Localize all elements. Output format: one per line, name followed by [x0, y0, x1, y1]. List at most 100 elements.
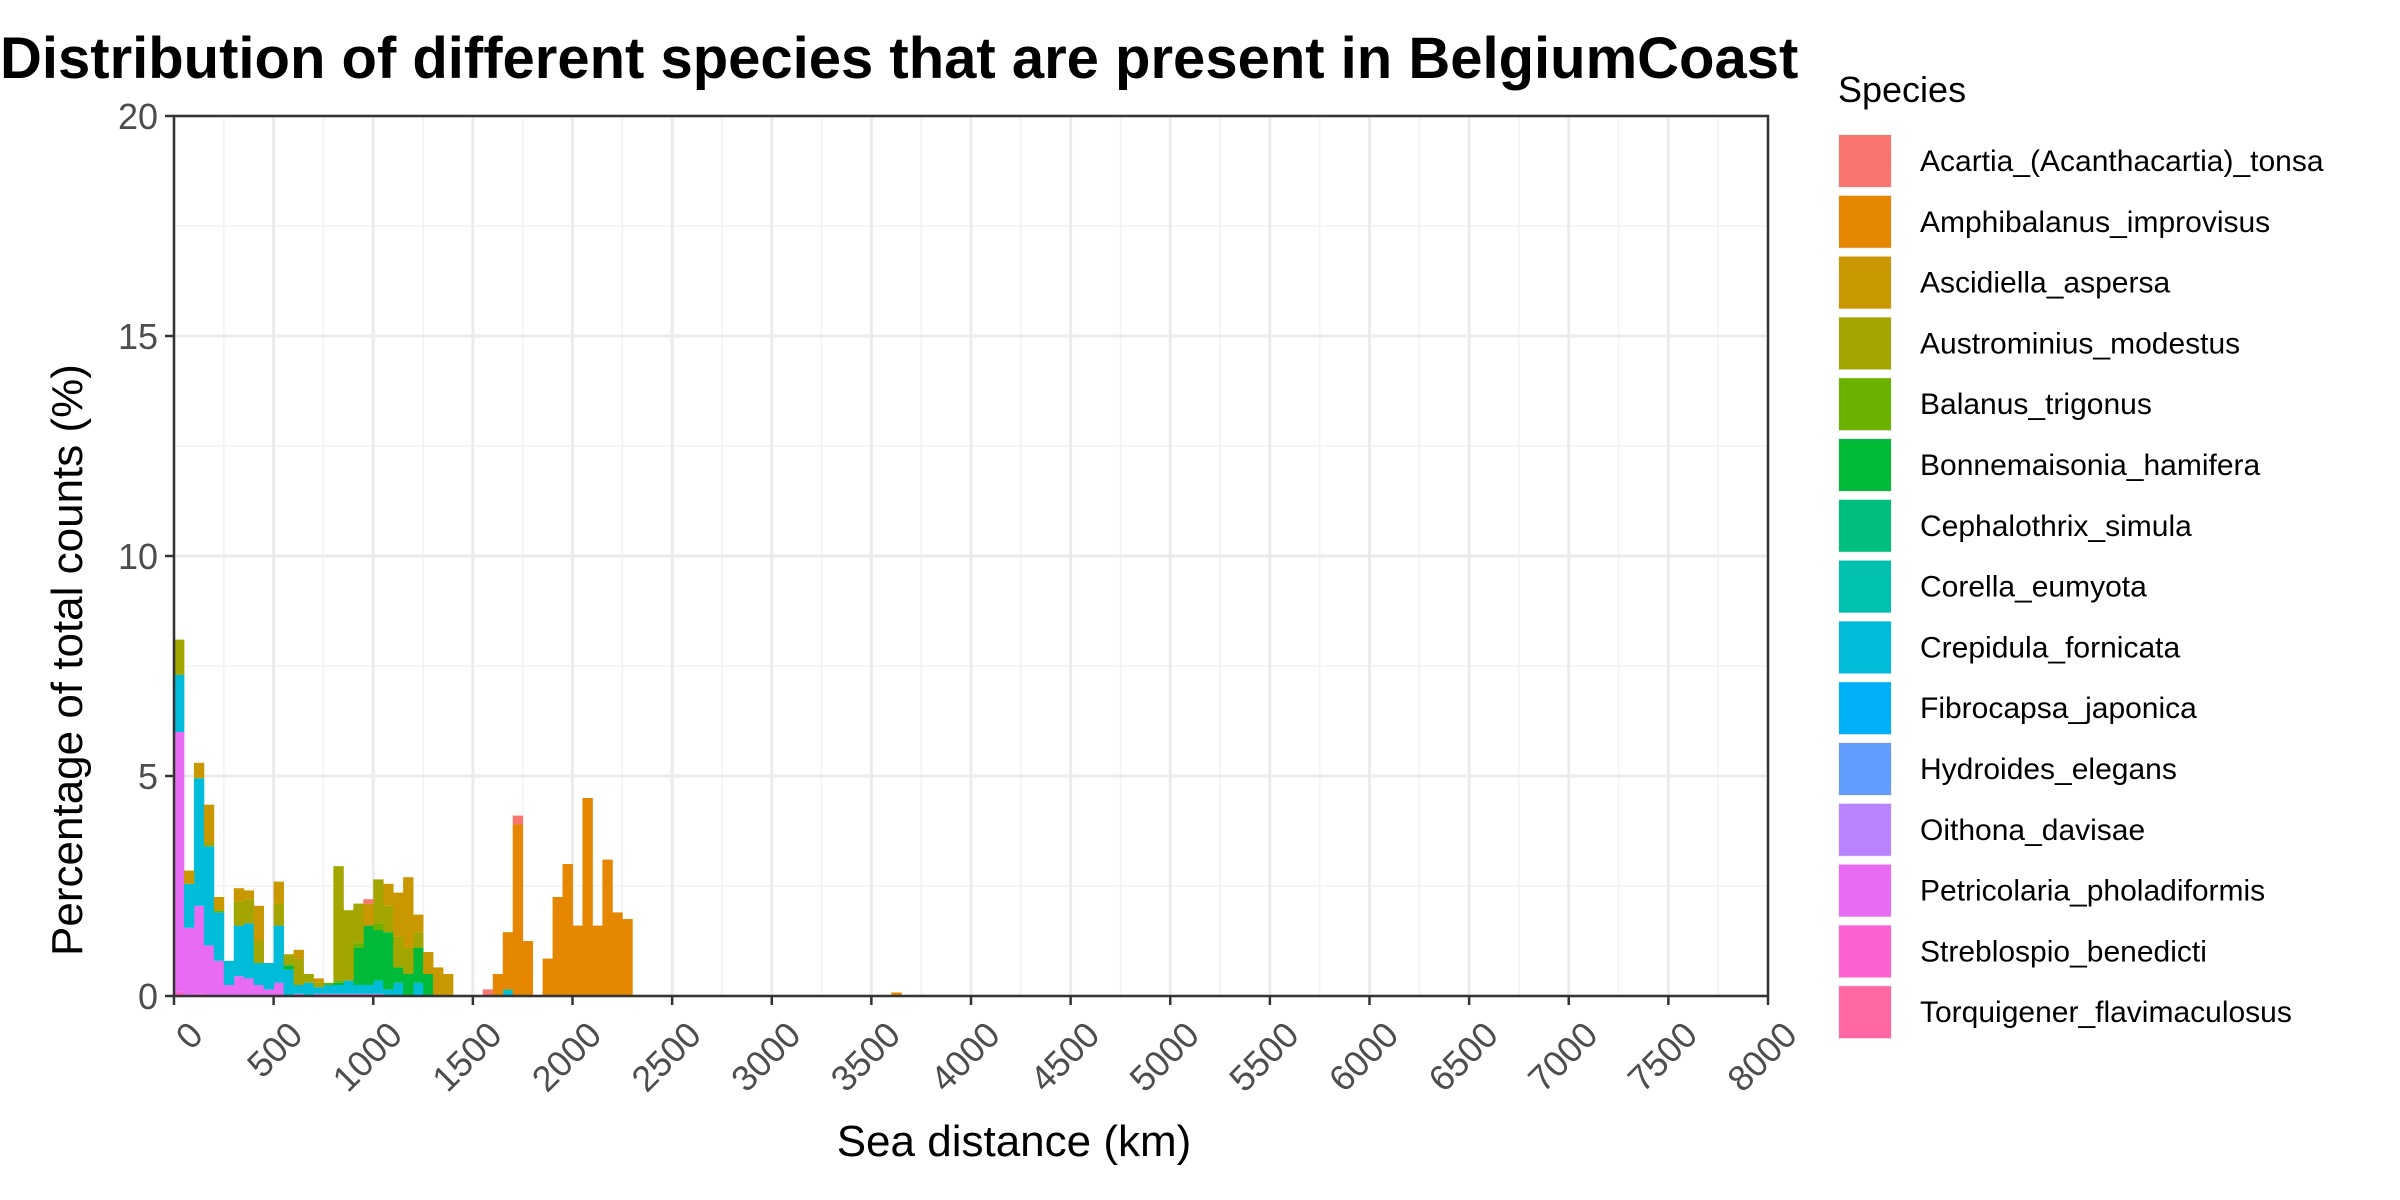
legend-swatch	[1839, 621, 1891, 674]
bar-segment	[253, 905, 265, 941]
legend-item: Austrominius_modestus	[1838, 316, 2240, 371]
bar-segment	[253, 963, 265, 985]
legend-swatch	[1839, 256, 1891, 309]
legend-label: Torquigener_flavimaculosus	[1920, 996, 2292, 1029]
bar-segment	[273, 982, 284, 996]
x-tick-label: 6000	[1321, 1014, 1407, 1100]
x-axis-title: Sea distance (km)	[837, 1117, 1192, 1166]
legend-label: Austrominius_modestus	[1920, 327, 2240, 360]
bar-segment	[363, 985, 374, 994]
bar-segment	[183, 927, 195, 996]
bar-segment	[243, 890, 255, 900]
bar-segment	[243, 899, 255, 924]
bar-segment	[403, 974, 414, 996]
legend-swatch	[1839, 864, 1891, 917]
bar-segment	[293, 949, 304, 959]
bar-segment	[433, 967, 444, 996]
legend-swatch	[1839, 803, 1891, 856]
legend-item: Petricolaria_pholadiformis	[1838, 863, 2265, 918]
x-tick-label: 5000	[1121, 1014, 1207, 1100]
legend-label: Bonnemaisonia_hamifera	[1920, 449, 2261, 482]
bar-segment	[323, 985, 334, 994]
bar-segment	[203, 846, 215, 946]
bar-segment	[253, 941, 265, 963]
legend-label: Cephalothrix_simula	[1920, 510, 2192, 543]
legend-title: Species	[1838, 69, 1966, 110]
bar-segment	[423, 952, 434, 974]
legend-swatch	[1839, 317, 1891, 370]
bar-segment	[233, 976, 245, 996]
bar-segment	[174, 732, 185, 992]
bar-segment	[193, 762, 205, 779]
bar-segment	[442, 974, 454, 996]
x-tick-label: 8000	[1719, 1014, 1805, 1100]
legend-item: Amphibalanus_improvisus	[1838, 194, 2270, 249]
bar-segment	[413, 947, 424, 983]
bar-segment	[263, 963, 275, 990]
bar-segment	[273, 881, 284, 904]
bar-segment	[572, 925, 583, 996]
legend-swatch	[1839, 560, 1891, 613]
bar-segment	[353, 947, 364, 985]
bar-segment	[193, 778, 205, 906]
bar-segment	[223, 985, 235, 996]
bar-segment	[602, 859, 613, 996]
bar-segment	[622, 919, 633, 996]
legend-swatch	[1839, 986, 1891, 1039]
bar-segment	[373, 923, 384, 930]
legend-label: Corella_eumyota	[1920, 571, 2147, 604]
bar-segment	[243, 978, 255, 996]
bar-segment	[492, 974, 504, 996]
bar-segment	[174, 674, 185, 732]
legend-label: Balanus_trigonus	[1920, 388, 2152, 421]
bar-segment	[502, 991, 514, 996]
bar-segment	[213, 910, 225, 913]
bar-segment	[393, 982, 404, 996]
bar-segment	[363, 903, 374, 926]
y-tick-label: 20	[118, 96, 158, 137]
bar-segment	[213, 897, 225, 911]
bar-segment	[393, 967, 404, 983]
bar-segment	[313, 978, 324, 983]
bar-segment	[203, 945, 215, 996]
legend-swatch	[1839, 378, 1891, 431]
bar-segment	[612, 912, 623, 996]
bar-segment	[393, 936, 404, 968]
bar-segment	[233, 925, 245, 977]
bar-segment	[333, 985, 344, 994]
x-tick-label: 2000	[524, 1014, 610, 1100]
bar-segment	[223, 960, 235, 985]
bar-segment	[363, 925, 374, 985]
bar-segment	[283, 954, 294, 966]
bar-segment	[353, 943, 364, 948]
bar-segment	[502, 932, 514, 990]
legend-item: Corella_eumyota	[1838, 559, 2147, 614]
bar-segment	[213, 960, 225, 996]
legend-item: Bonnemaisonia_hamifera	[1838, 438, 2261, 492]
x-tick-label: 0	[168, 1014, 211, 1057]
x-tick-label: 3500	[822, 1014, 908, 1100]
bar-segment	[373, 980, 384, 994]
legend-swatch	[1839, 682, 1891, 735]
x-tick-label: 7000	[1520, 1014, 1606, 1100]
bar-segment	[343, 980, 354, 994]
bar-segment	[512, 815, 524, 825]
legend-swatch	[1839, 195, 1891, 248]
y-tick-label: 15	[118, 316, 158, 357]
x-tick-label: 4000	[922, 1014, 1008, 1100]
bar-segment	[383, 905, 394, 933]
bar-segment	[383, 932, 394, 990]
bar-segment	[174, 639, 185, 675]
grid-layer	[172, 114, 1770, 998]
legend-label: Crepidula_fornicata	[1920, 631, 2180, 664]
bar-segment	[542, 958, 553, 996]
bar-segment	[403, 877, 414, 948]
bar-segment	[203, 842, 215, 847]
bar-segment	[353, 903, 364, 944]
legend-item: Oithona_davisae	[1838, 802, 2145, 857]
bar-segment	[313, 982, 324, 988]
bar-segment	[183, 870, 195, 884]
bar-segment	[403, 947, 414, 974]
bar-segment	[482, 989, 494, 996]
